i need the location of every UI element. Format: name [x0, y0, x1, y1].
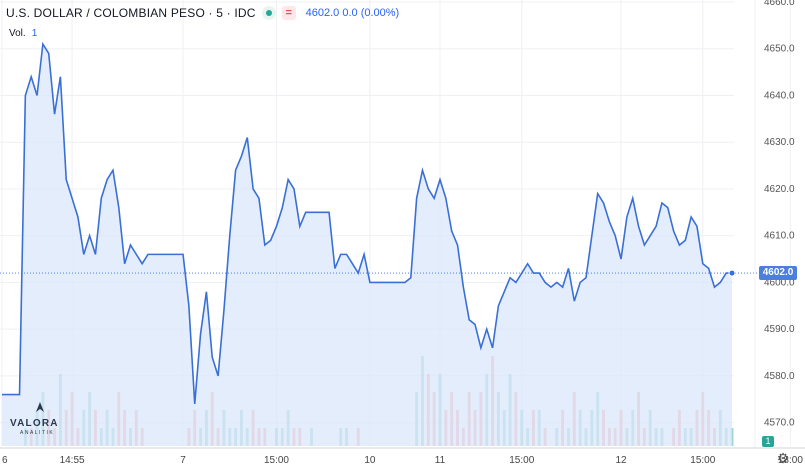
y-tick-label: 4660.0	[764, 0, 795, 8]
volume-value: 1	[31, 28, 38, 39]
volume-tag: 1	[762, 436, 774, 447]
x-tick-label: 15:00	[509, 455, 534, 466]
price-line	[2, 41, 732, 405]
valora-logo: VALORA ANALITIK	[10, 400, 70, 440]
y-tick-label: 4640.0	[764, 90, 795, 101]
symbol-title[interactable]: U.S. DOLLAR / COLOMBIAN PESO · 5 · IDC	[6, 6, 256, 20]
volume-legend: Vol. 1	[9, 28, 37, 39]
x-tick-label: 11	[435, 455, 446, 466]
price-quote: 4602.0 0.0 (0.00%)	[305, 7, 400, 19]
x-tick-label: 10	[364, 455, 376, 466]
equals-icon[interactable]: =	[281, 6, 296, 20]
gear-icon[interactable]: ⚙	[776, 450, 790, 466]
y-tick-label: 4600.0	[764, 277, 795, 288]
logo-mark-icon	[36, 402, 44, 412]
y-tick-label: 4620.0	[764, 184, 795, 195]
x-tick-label: 12	[615, 455, 627, 466]
x-tick-label: 15:00	[264, 455, 289, 466]
x-tick-label: 6	[2, 455, 8, 466]
logo-sub: ANALITIK	[20, 430, 55, 436]
last-price-tag: 4602.0	[759, 266, 797, 281]
y-tick-label: 4580.0	[764, 371, 795, 382]
y-tick-label: 4590.0	[764, 324, 795, 335]
x-axis: 6 14:55 7 15:00 10 11 15:00 12 15:00 18:00	[0, 447, 805, 466]
y-tick-label: 4650.0	[764, 44, 795, 55]
y-tick-label: 4570.0	[764, 418, 795, 429]
volume-label: Vol.	[9, 28, 26, 39]
x-tick-label: 15:00	[690, 455, 715, 466]
x-tick-label: 7	[180, 455, 186, 466]
market-status-icon[interactable]	[261, 6, 276, 20]
y-tick-label: 4630.0	[764, 137, 795, 148]
x-tick-label: 14:55	[60, 455, 85, 466]
logo-name: VALORA	[10, 418, 59, 429]
last-price-dot	[728, 269, 736, 277]
y-axis: 4570.0 4580.0 4590.0 4600.0 4610.0 4620.0 4630…	[754, 0, 795, 448]
price-area-fill	[2, 44, 732, 447]
chart-header: U.S. DOLLAR / COLOMBIAN PESO · 5 · IDC =…	[6, 6, 399, 20]
y-tick-label: 4610.0	[764, 231, 795, 242]
x-tick-label: 18:00	[778, 455, 803, 466]
